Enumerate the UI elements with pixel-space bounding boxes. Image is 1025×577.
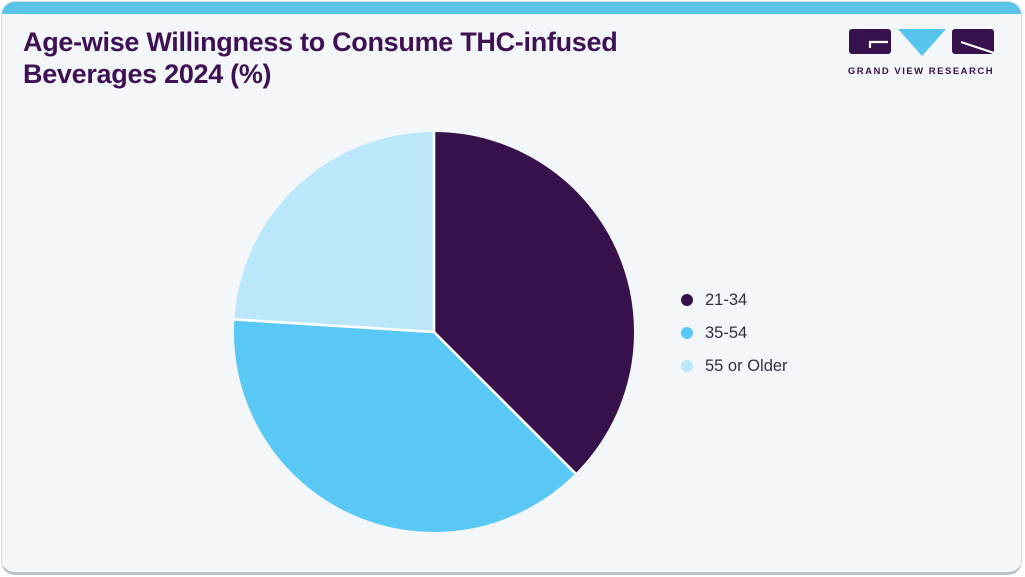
chart-title: Age-wise Willingness to Consume THC-infu…	[23, 26, 618, 90]
pie-slice-35-54	[233, 319, 576, 533]
legend-label-21-34: 21-34	[705, 290, 748, 309]
pie-slice-55-or-older	[234, 132, 434, 332]
gvr-logo-marks	[848, 29, 994, 56]
pie-slice-divider	[433, 331, 577, 475]
legend-item-55-or-older: 55 or Older	[681, 355, 788, 377]
legend-label-35-54: 35-54	[705, 323, 748, 342]
logo-g-stroke-icon	[868, 40, 888, 48]
legend-swatch-55-or-older-icon	[681, 360, 693, 372]
chart-title-line1: Age-wise Willingness to Consume THC-infu…	[23, 27, 618, 57]
legend-swatch-21-34-icon	[681, 294, 693, 306]
accent-topbar	[2, 2, 1021, 14]
chart-title-line2: Beverages 2024 (%)	[23, 59, 272, 89]
brand-name: GRAND VIEW RESEARCH	[847, 66, 995, 77]
logo-r-stroke-icon	[960, 40, 994, 55]
legend-label-55-or-older: 55 or Older	[705, 356, 788, 375]
gvr-logo: GRAND VIEW RESEARCH	[847, 28, 995, 77]
logo-r-block-icon	[951, 29, 994, 54]
pie-slice-divider	[234, 318, 435, 334]
pie-slice-21-34	[434, 132, 634, 474]
legend-item-35-54: 35-54	[681, 322, 788, 344]
legend-swatch-35-54-icon	[681, 327, 693, 339]
logo-v-triangle-icon	[897, 29, 946, 56]
pie-chart	[232, 130, 636, 534]
legend-item-21-34: 21-34	[681, 289, 788, 311]
pie-svg	[233, 132, 634, 533]
legend: 21-34 35-54 55 or Older	[681, 289, 788, 388]
